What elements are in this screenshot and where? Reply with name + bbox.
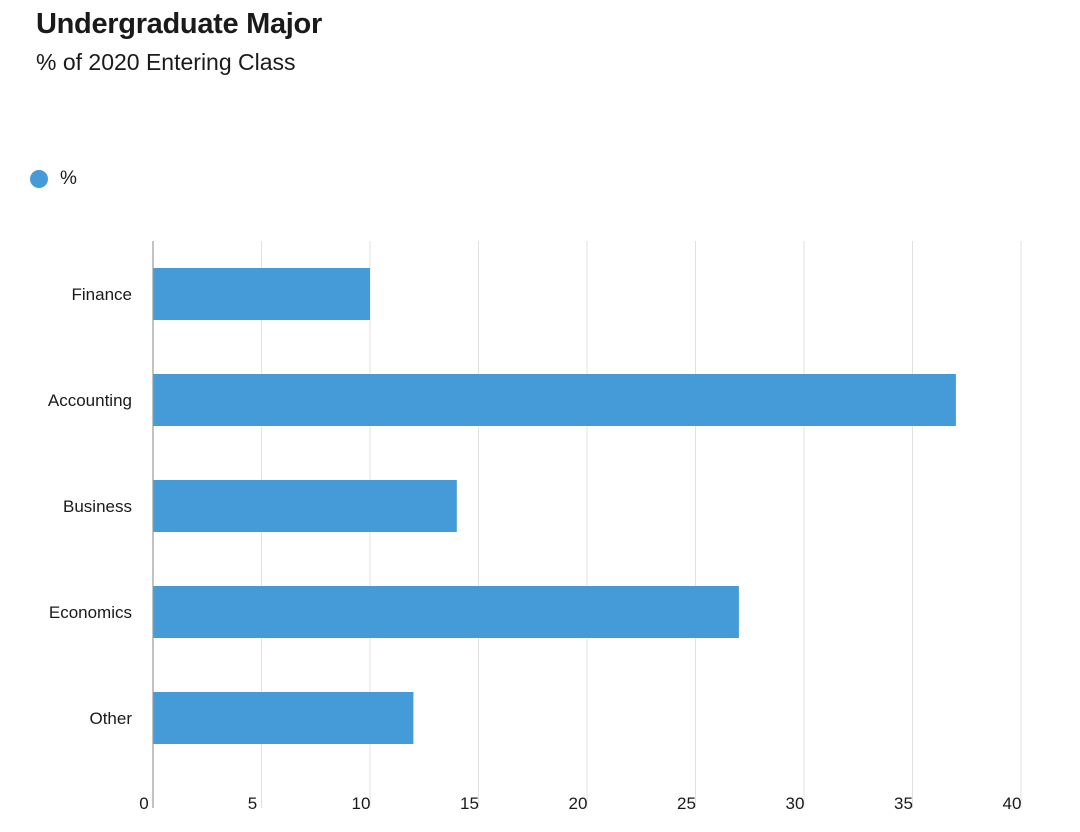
- x-tick-label: 25: [677, 794, 696, 813]
- bar-accounting: [153, 374, 956, 426]
- category-label: Finance: [72, 285, 132, 304]
- x-tick-labels: 0 5 10 15 20 25 30 35 40: [139, 794, 1021, 813]
- bar-other: [153, 692, 414, 744]
- chart-title: Undergraduate Major: [36, 8, 322, 40]
- category-label: Business: [63, 497, 132, 516]
- x-tick-label: 20: [569, 794, 588, 813]
- x-tick-label: 15: [460, 794, 479, 813]
- legend-label: %: [60, 168, 77, 189]
- category-label: Economics: [49, 603, 132, 622]
- category-label: Accounting: [48, 391, 132, 410]
- x-tick-label: 30: [786, 794, 805, 813]
- category-label: Other: [89, 709, 132, 728]
- legend: %: [30, 168, 77, 190]
- bar-finance: [153, 268, 370, 320]
- bars: [153, 268, 956, 744]
- x-tick-label: 5: [248, 794, 257, 813]
- bar-economics: [153, 586, 739, 638]
- x-tick-label: 10: [352, 794, 371, 813]
- x-tick-label: 35: [894, 794, 913, 813]
- x-tick-label: 0: [139, 794, 148, 813]
- chart-subtitle: % of 2020 Entering Class: [36, 49, 296, 75]
- x-tick-label: 40: [1003, 794, 1022, 813]
- category-labels: Finance Accounting Business Economics Other: [48, 285, 132, 728]
- legend-swatch: [30, 170, 48, 188]
- bar-business: [153, 480, 457, 532]
